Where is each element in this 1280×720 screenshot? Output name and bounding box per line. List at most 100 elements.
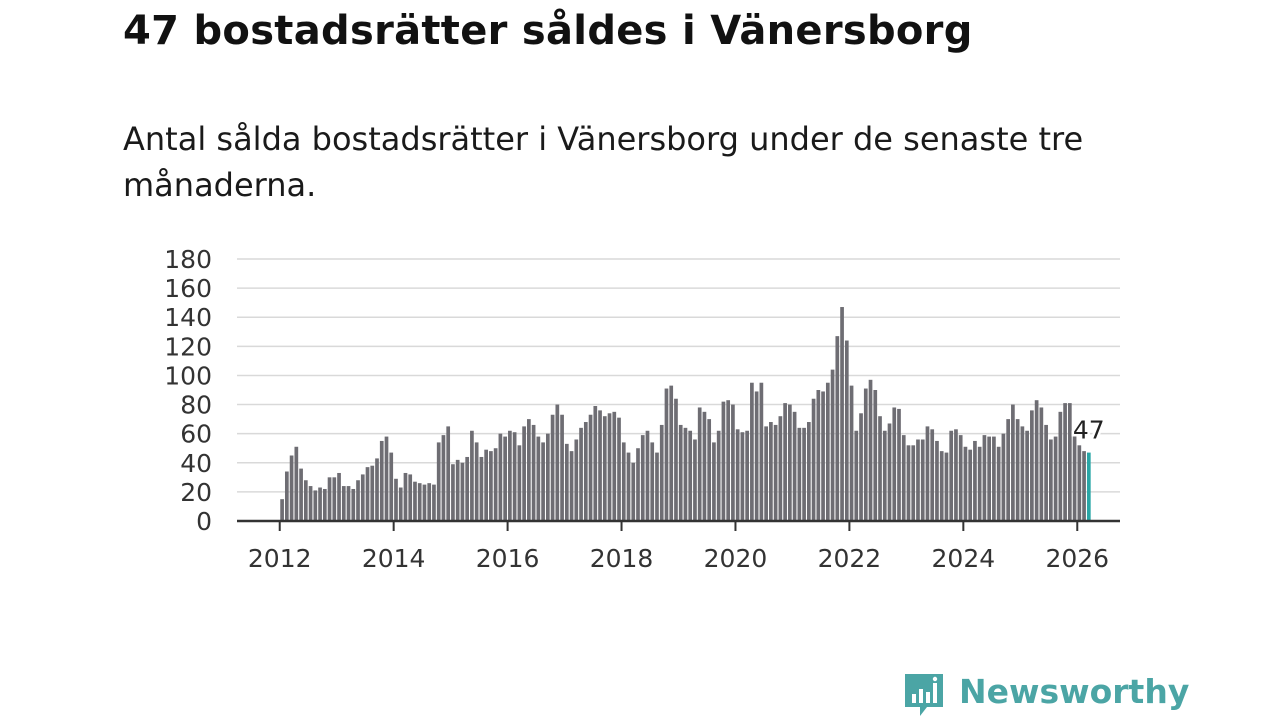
bar xyxy=(460,462,465,521)
bar-highlight xyxy=(1086,452,1091,521)
bar xyxy=(564,443,569,521)
bar xyxy=(769,422,773,521)
bar xyxy=(802,427,806,521)
bar xyxy=(593,406,598,521)
y-tick-label-0: 0 xyxy=(196,507,212,536)
bar xyxy=(659,424,664,521)
bar xyxy=(322,488,327,521)
y-tick-label-120: 120 xyxy=(164,332,212,361)
bar xyxy=(545,433,550,521)
bar xyxy=(811,398,816,521)
bar xyxy=(773,424,778,521)
bar xyxy=(474,442,479,521)
bar xyxy=(522,426,526,521)
bar xyxy=(379,440,384,521)
bar xyxy=(1015,419,1020,521)
bar xyxy=(750,382,754,521)
y-tick-label-160: 160 xyxy=(164,274,212,303)
bar xyxy=(958,435,963,521)
bar xyxy=(825,382,830,521)
bar xyxy=(1020,426,1025,521)
bar xyxy=(413,481,417,521)
bar xyxy=(821,391,825,521)
bar xyxy=(1063,403,1067,521)
bar xyxy=(280,499,284,521)
x-tick-label-2026: 2026 xyxy=(1045,544,1109,573)
x-tick-label-2018: 2018 xyxy=(590,544,654,573)
bar xyxy=(1067,403,1072,521)
bar xyxy=(569,451,574,521)
bar xyxy=(683,427,688,521)
bar xyxy=(949,430,954,521)
bar xyxy=(655,452,659,521)
bar xyxy=(849,385,854,521)
bar xyxy=(963,446,968,521)
bar xyxy=(892,407,897,521)
bar xyxy=(740,432,745,521)
bar xyxy=(375,458,379,521)
bar xyxy=(678,424,683,521)
bar xyxy=(693,439,697,521)
bar xyxy=(484,449,488,521)
bar xyxy=(840,307,844,521)
bar xyxy=(669,385,674,521)
bar xyxy=(992,436,996,521)
gridlines xyxy=(237,258,1120,493)
bar xyxy=(911,445,916,521)
bar xyxy=(560,414,564,521)
bar xyxy=(446,426,451,521)
y-tick-label-20: 20 xyxy=(180,478,212,507)
bar xyxy=(303,480,308,521)
annotation-latest-value: 47 xyxy=(1073,416,1105,445)
bar xyxy=(735,429,740,521)
bar xyxy=(588,414,593,521)
bar xyxy=(806,422,811,521)
bar xyxy=(1030,410,1034,521)
bar xyxy=(451,464,455,521)
bar xyxy=(702,411,707,521)
bar xyxy=(389,452,394,521)
bar xyxy=(612,411,617,521)
bar xyxy=(489,451,493,521)
bar xyxy=(697,407,702,521)
bar xyxy=(792,411,797,521)
bar xyxy=(432,484,436,521)
bar xyxy=(878,416,882,521)
bar xyxy=(873,390,878,521)
bar xyxy=(1082,451,1086,521)
bar xyxy=(417,483,422,521)
bar xyxy=(778,416,783,521)
bar xyxy=(1034,400,1039,521)
bar xyxy=(541,442,545,521)
x-tick-label-2020: 2020 xyxy=(704,544,768,573)
bar xyxy=(427,483,432,521)
bar xyxy=(887,423,892,521)
bar xyxy=(503,436,507,521)
bar xyxy=(721,401,726,521)
bar xyxy=(977,446,982,521)
bar xyxy=(745,430,749,521)
bar xyxy=(674,398,678,521)
bar xyxy=(944,452,949,521)
bar xyxy=(859,413,863,521)
bar xyxy=(617,417,621,521)
bar xyxy=(1072,430,1077,521)
bar xyxy=(626,452,631,521)
bar xyxy=(508,430,512,521)
bar xyxy=(935,440,939,521)
bar xyxy=(403,472,408,521)
bar xyxy=(688,430,693,521)
bar xyxy=(299,468,303,521)
bar xyxy=(987,436,992,521)
newsworthy-logo-icon xyxy=(905,674,943,716)
bar xyxy=(631,462,636,521)
bar xyxy=(470,430,474,521)
bar xyxy=(759,382,764,521)
bar xyxy=(1006,419,1010,521)
bar xyxy=(370,465,375,521)
bar xyxy=(664,388,669,521)
bar xyxy=(939,451,944,521)
bar xyxy=(868,379,873,521)
